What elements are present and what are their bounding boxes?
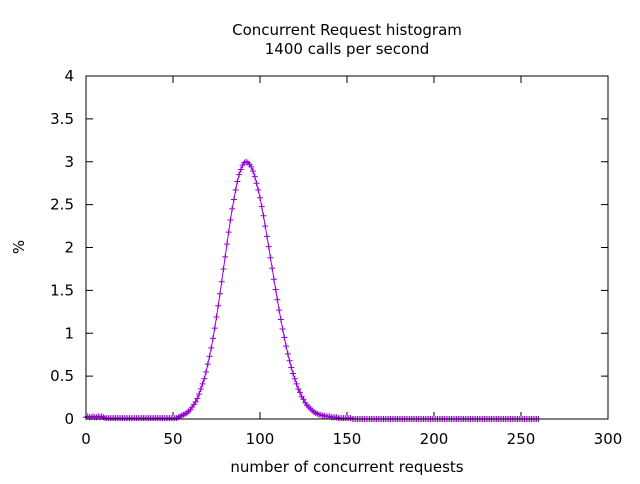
x-tick-label: 150 <box>333 430 362 448</box>
data-point-marker <box>260 212 267 219</box>
data-point-marker <box>279 325 286 332</box>
data-point-marker <box>277 316 284 323</box>
x-tick-label: 250 <box>507 430 536 448</box>
y-axis-label: % <box>10 240 28 254</box>
data-point-marker <box>237 166 244 173</box>
data-point-marker <box>236 171 243 178</box>
data-point-marker <box>213 313 220 320</box>
data-point-marker <box>227 217 234 224</box>
data-point-marker <box>251 173 258 180</box>
x-tick-label: 100 <box>246 430 275 448</box>
x-axis-label: number of concurrent requests <box>230 458 463 476</box>
data-point-marker <box>276 307 283 314</box>
data-point-marker <box>230 196 237 203</box>
data-point-marker <box>218 278 225 285</box>
data-point-marker <box>216 290 223 297</box>
data-point-marker <box>203 368 210 375</box>
y-tick-label: 3.5 <box>50 110 74 128</box>
data-point-marker <box>234 178 241 185</box>
data-point-marker <box>201 375 208 382</box>
data-point-marker <box>197 385 204 392</box>
x-tick-label: 50 <box>163 430 182 448</box>
data-point-marker <box>300 396 307 403</box>
data-point-marker <box>206 353 213 360</box>
data-point-marker <box>223 241 230 248</box>
data-point-marker <box>225 229 232 236</box>
data-point-marker <box>297 389 304 396</box>
data-point-marker <box>220 265 227 272</box>
data-point-marker <box>199 380 206 387</box>
data-point-marker <box>208 344 215 351</box>
data-point-marker <box>265 243 272 250</box>
data-point-marker <box>258 203 265 210</box>
data-point-marker <box>291 375 298 382</box>
data-point-marker <box>263 233 270 240</box>
y-tick-label: 0.5 <box>50 367 74 385</box>
y-tick-label: 0 <box>64 410 74 428</box>
chart-title: Concurrent Request histogram <box>232 21 462 39</box>
data-point-marker <box>267 254 274 261</box>
data-point-marker <box>204 361 211 368</box>
y-tick-label: 4 <box>64 67 74 85</box>
data-point-marker <box>229 205 236 212</box>
data-point-marker <box>269 265 276 272</box>
series-line-group <box>83 158 542 422</box>
y-tick-label: 2.5 <box>50 196 74 214</box>
data-point-marker <box>215 302 222 309</box>
data-point-marker <box>194 395 201 402</box>
data-point-marker <box>295 385 302 392</box>
data-point-marker <box>232 187 239 194</box>
data-point-marker <box>196 391 203 398</box>
data-point-marker <box>211 325 218 332</box>
y-tick-label: 1.5 <box>50 281 74 299</box>
data-point-marker <box>248 163 255 170</box>
data-point-marker <box>286 357 293 364</box>
data-point-marker <box>253 180 260 187</box>
data-point-marker <box>293 380 300 387</box>
data-point-marker <box>290 370 297 377</box>
x-tick-label: 0 <box>81 430 91 448</box>
data-point-marker <box>257 194 263 201</box>
data-point-marker <box>222 253 229 260</box>
plot-frame <box>85 75 609 420</box>
data-point-marker <box>210 335 217 342</box>
series-line <box>85 161 539 420</box>
data-point-marker <box>281 334 288 341</box>
data-point-marker <box>255 187 262 194</box>
x-tick-label: 200 <box>420 430 449 448</box>
y-tick-label: 1 <box>64 324 74 342</box>
x-tick-label: 300 <box>594 430 623 448</box>
y-tick-label: 3 <box>64 153 74 171</box>
data-point-marker <box>283 343 290 350</box>
data-point-marker <box>272 286 279 293</box>
data-point-marker <box>270 276 277 283</box>
chart-subtitle: 1400 calls per second <box>265 40 429 58</box>
data-point-marker <box>288 364 295 371</box>
y-tick-label: 2 <box>64 239 74 257</box>
data-point-marker <box>262 223 269 230</box>
data-point-marker <box>250 168 257 175</box>
data-point-marker <box>192 398 199 405</box>
data-point-marker <box>284 350 291 357</box>
data-point-marker <box>274 296 281 303</box>
